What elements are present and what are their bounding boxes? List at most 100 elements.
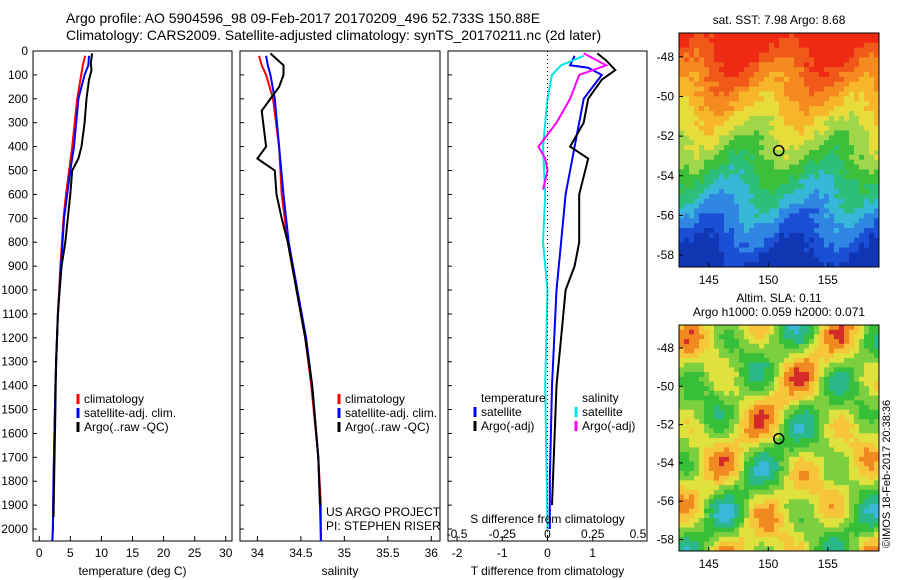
sst-map-cell bbox=[734, 169, 740, 175]
sla-map-cell bbox=[849, 470, 855, 477]
sst-map-cell bbox=[809, 145, 815, 151]
sst-map-cell bbox=[809, 252, 815, 258]
sst-map-cell bbox=[754, 42, 760, 49]
sla-map-cell bbox=[679, 325, 685, 331]
sla-map-cell bbox=[694, 541, 700, 547]
sst-map-cell bbox=[839, 257, 845, 263]
sst-map-cell bbox=[849, 67, 855, 73]
sla-map-cell bbox=[819, 499, 825, 505]
sst-map-cell bbox=[784, 242, 790, 248]
sst-map-xtick-label: 155 bbox=[818, 273, 838, 287]
sst-map-cell bbox=[834, 164, 840, 170]
sla-map-cell bbox=[769, 376, 775, 382]
sla-map-cell bbox=[799, 527, 805, 533]
sla-map-cell bbox=[749, 343, 755, 349]
sst-map-cell bbox=[759, 237, 765, 244]
sst-map-cell bbox=[804, 174, 810, 180]
sla-map-cell bbox=[714, 390, 720, 397]
sst-map-cell bbox=[869, 232, 875, 239]
sla-map-cell bbox=[844, 386, 850, 392]
sla-map-cell bbox=[749, 423, 755, 429]
sst-map-cell bbox=[874, 81, 880, 88]
sst-map-cell bbox=[849, 76, 855, 83]
sst-map-cell bbox=[869, 125, 875, 131]
sla-map-cell bbox=[704, 339, 710, 345]
sla-map-cell bbox=[869, 438, 875, 444]
sla-map-cell bbox=[814, 362, 820, 368]
sla-map-cell bbox=[814, 405, 820, 411]
sla-map-cell bbox=[709, 339, 715, 345]
sst-map-cell bbox=[814, 52, 820, 58]
sst-map-cell bbox=[719, 184, 725, 190]
sla-map-cell bbox=[859, 461, 865, 467]
sst-map-cell bbox=[794, 174, 800, 180]
diff-legend-item: Argo(-adj) bbox=[582, 419, 635, 433]
sla-map-cell bbox=[834, 381, 840, 387]
sst-map-cell bbox=[869, 257, 875, 263]
sla-map-cell bbox=[839, 428, 845, 434]
sla-map-cell bbox=[839, 353, 845, 359]
sst-map-cell bbox=[819, 174, 825, 180]
sst-map-cell bbox=[749, 262, 755, 268]
sla-map-cell bbox=[824, 367, 830, 373]
sst-map-cell bbox=[809, 189, 815, 195]
sla-map-cell bbox=[769, 546, 775, 552]
sst-map-cell bbox=[714, 140, 720, 146]
sst-map-cell bbox=[854, 247, 860, 253]
sst-map-cell bbox=[734, 164, 740, 170]
sla-map-cell bbox=[704, 428, 710, 434]
sla-map-cell bbox=[819, 485, 825, 491]
sla-map-cell bbox=[769, 433, 775, 439]
depth-tick-label: 600 bbox=[8, 187, 28, 201]
sla-map-cell bbox=[679, 466, 685, 472]
sst-map-cell bbox=[709, 130, 715, 136]
sst-map-cell bbox=[814, 150, 820, 156]
sla-map-cell bbox=[804, 475, 810, 481]
sst-map-cell bbox=[764, 72, 770, 78]
temperature-xtick-label: 20 bbox=[157, 546, 171, 560]
sla-map-cell bbox=[819, 348, 825, 354]
sst-map-cell bbox=[849, 257, 855, 263]
sst-map-cell bbox=[864, 150, 870, 156]
sla-map-cell bbox=[789, 395, 795, 401]
sla-map-cell bbox=[694, 546, 700, 552]
sst-map-cell bbox=[759, 52, 765, 58]
sla-map-cell bbox=[679, 499, 685, 505]
sst-map-cell bbox=[714, 218, 720, 224]
sst-map-cell bbox=[774, 179, 780, 185]
sst-map-cell bbox=[719, 257, 725, 263]
sla-map-cell bbox=[794, 466, 800, 472]
sst-map-cell bbox=[729, 189, 735, 195]
sla-map-cell bbox=[764, 423, 770, 429]
sst-map-cell bbox=[699, 96, 705, 102]
sla-map-cell bbox=[694, 461, 700, 467]
sla-map-cell bbox=[684, 405, 690, 411]
sla-map-cell bbox=[709, 513, 715, 519]
sla-map-cell bbox=[754, 503, 760, 510]
sst-map-cell bbox=[779, 62, 785, 68]
sst-map-cell bbox=[864, 203, 870, 209]
sla-map-cell bbox=[724, 376, 730, 382]
sst-map-cell bbox=[809, 232, 815, 239]
sla-map-cell bbox=[704, 466, 710, 472]
sla-map-cell bbox=[864, 395, 870, 401]
sla-map-cell bbox=[694, 503, 700, 510]
sla-map-cell bbox=[789, 485, 795, 491]
sst-map-cell bbox=[759, 145, 765, 151]
sla-map-cell bbox=[834, 518, 840, 524]
sst-map-cell bbox=[869, 67, 875, 73]
sst-map-cell bbox=[769, 76, 775, 83]
sla-map-cell bbox=[804, 362, 810, 368]
sst-map-cell bbox=[724, 96, 730, 102]
sla-map-cell bbox=[809, 503, 815, 510]
sst-map-cell bbox=[749, 203, 755, 209]
sst-map-cell bbox=[739, 91, 745, 97]
sst-map-cell bbox=[789, 120, 795, 127]
sst-map-cell bbox=[749, 150, 755, 156]
sla-map-cell bbox=[814, 447, 820, 453]
sla-map-cell bbox=[834, 485, 840, 491]
sst-map-cell bbox=[794, 76, 800, 83]
sla-map-cell bbox=[744, 546, 750, 552]
sla-map-cell bbox=[819, 503, 825, 510]
sst-map-cell bbox=[844, 257, 850, 263]
